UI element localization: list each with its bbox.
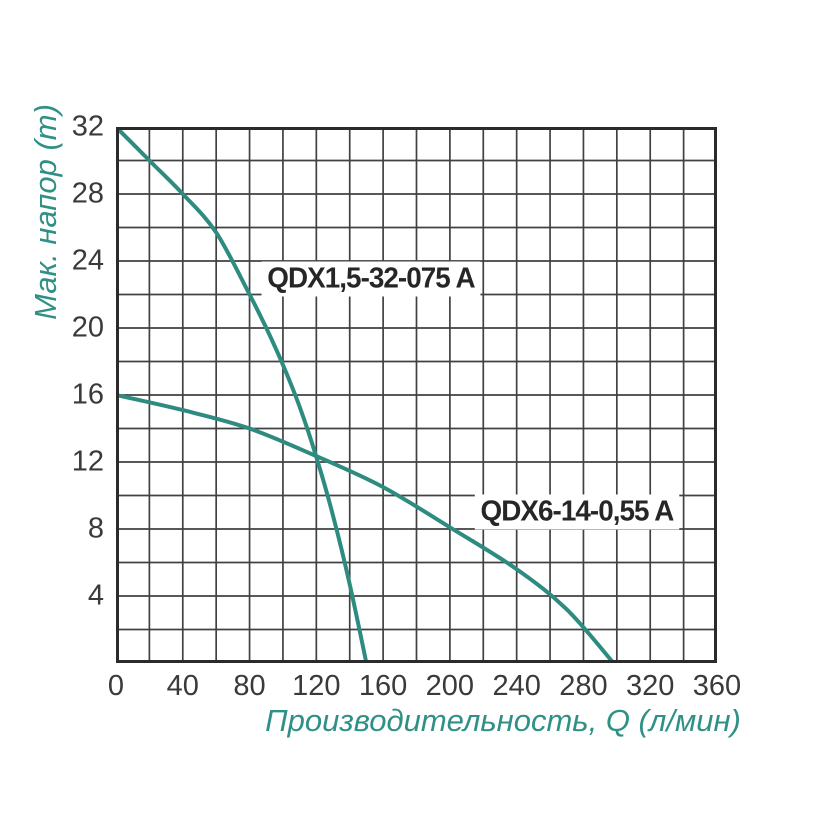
y-tick-label-28: 28 — [71, 177, 104, 210]
x-tick-label-160: 160 — [358, 670, 408, 702]
x-tick-label-240: 240 — [492, 670, 541, 702]
x-tick-label-200: 200 — [425, 670, 475, 702]
y-tick-label-20: 20 — [71, 311, 104, 344]
y-tick-label-32: 32 — [71, 110, 104, 143]
x-axis-title: Производительность, Q (л/мин) — [265, 703, 741, 738]
y-tick-label-12: 12 — [71, 445, 104, 478]
x-tick-label-320: 320 — [626, 670, 675, 702]
x-tick-label-80: 80 — [233, 670, 266, 702]
curve-series-1 — [116, 393, 616, 663]
series-label-qdx1-5-32-075: QDX1,5-32-075 A — [261, 261, 481, 297]
plot-grid-and-curves — [116, 127, 717, 663]
y-tick-label-8: 8 — [87, 512, 104, 545]
x-tick-label-40: 40 — [166, 670, 199, 702]
x-tick-label-0: 0 — [107, 670, 125, 702]
curve-series-0 — [116, 127, 369, 663]
y-tick-label-16: 16 — [71, 378, 104, 411]
plot-border — [116, 127, 717, 663]
y-tick-label-4: 4 — [87, 579, 104, 612]
x-tick-label-280: 280 — [559, 670, 608, 702]
plot-area — [116, 127, 717, 663]
x-tick-label-120: 120 — [292, 670, 341, 702]
x-tick-label-360: 360 — [692, 670, 742, 702]
y-tick-label-24: 24 — [71, 244, 104, 277]
series-label-qdx6-14-055: QDX6-14-0,55 A — [474, 494, 679, 530]
